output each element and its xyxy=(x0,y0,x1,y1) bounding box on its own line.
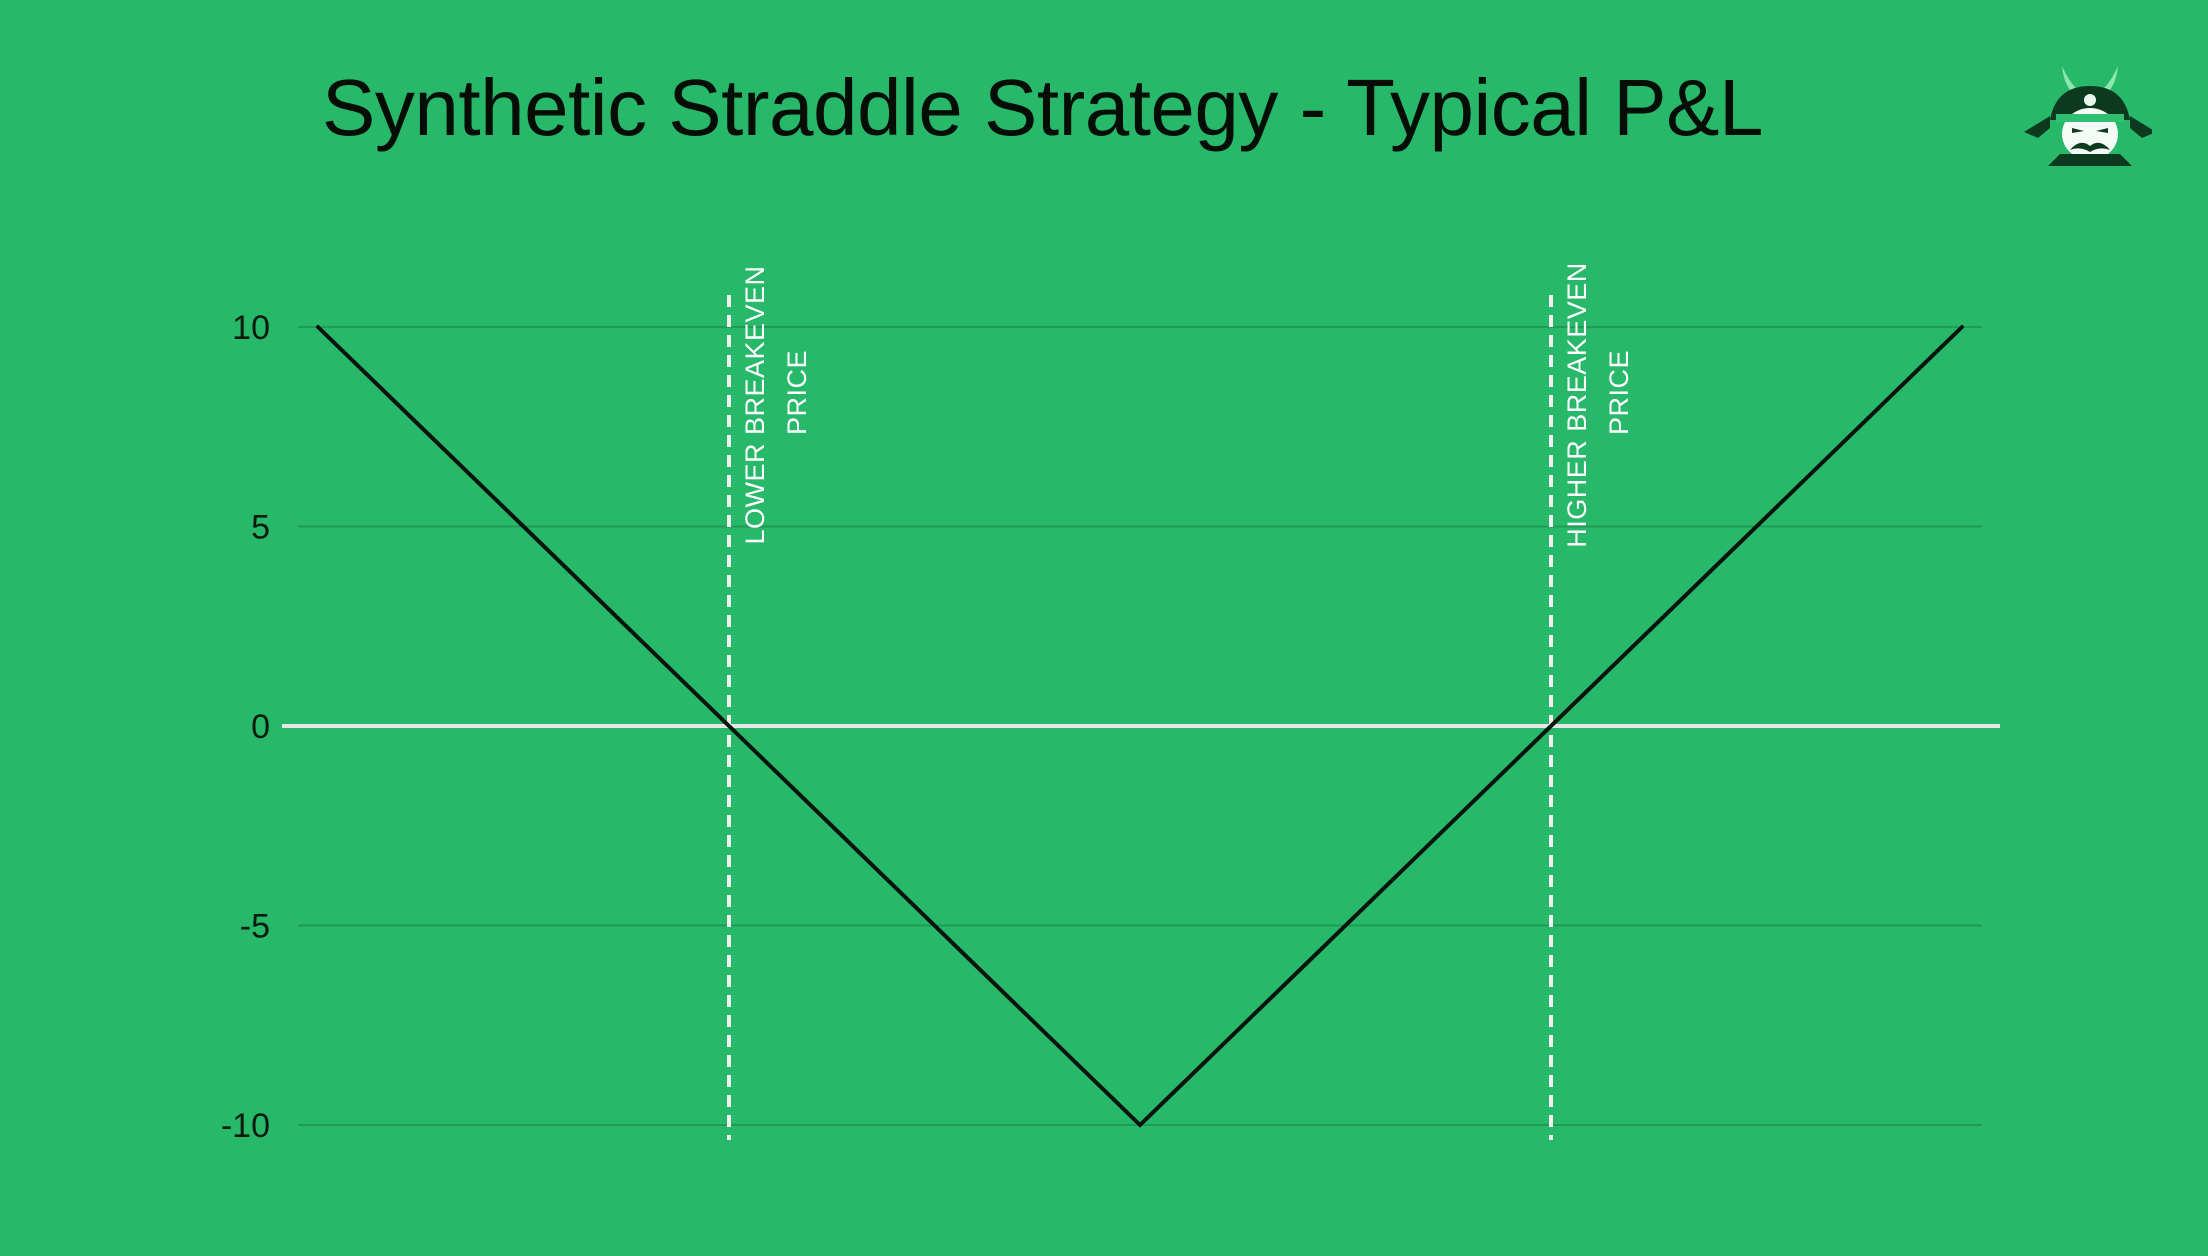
y-tick-label: -10 xyxy=(221,1107,270,1145)
annotation-line: HIGHER BREAKEVEN xyxy=(1562,262,1592,548)
annotation-line: PRICE xyxy=(782,350,812,435)
annotation-line: PRICE xyxy=(1604,350,1634,435)
samurai-logo-icon xyxy=(2020,58,2156,168)
chart-title: Synthetic Straddle Strategy - Typical P&… xyxy=(322,63,1763,152)
breakeven-labels: LOWER BREAKEVEN PRICE HIGHER BREAKEVEN PRIC… xyxy=(740,262,1634,548)
higher-breakeven-label: HIGHER BREAKEVEN PRICE xyxy=(1562,262,1634,548)
breakeven-lines xyxy=(727,295,1553,1140)
y-tick-label: -5 xyxy=(240,908,270,946)
y-tick-label: 10 xyxy=(232,309,270,347)
series-layer xyxy=(316,325,1964,1128)
lower-breakeven-label: LOWER BREAKEVEN PRICE xyxy=(740,265,812,544)
y-tick-label: 5 xyxy=(251,509,270,547)
y-tick-label: 0 xyxy=(251,708,270,746)
y-axis-ticks: 10 5 0 -5 -10 xyxy=(221,309,270,1145)
annotation-line: LOWER BREAKEVEN xyxy=(740,265,770,544)
